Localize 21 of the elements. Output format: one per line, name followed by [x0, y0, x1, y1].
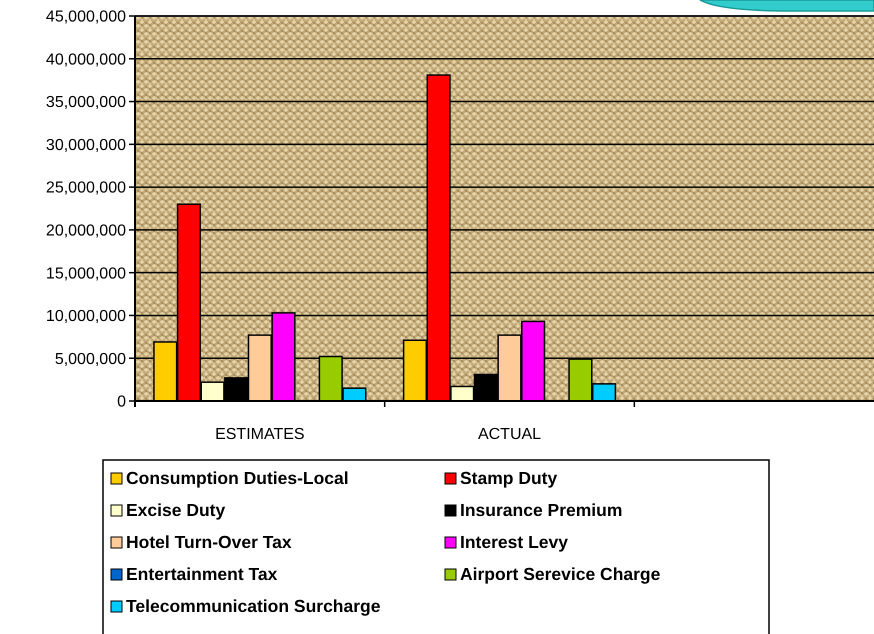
legend-label: Interest Levy	[460, 532, 568, 552]
y-tick-label: 30,000,000	[46, 136, 126, 154]
legend-label: Hotel Turn-Over Tax	[126, 532, 292, 552]
legend-label: Consumption Duties-Local	[126, 468, 349, 488]
x-tick-label: ESTIMATES	[215, 426, 305, 443]
y-tick-label: 20,000,000	[46, 222, 126, 240]
legend-label: Airport Serevice Charge	[460, 564, 661, 584]
legend-label: Entertainment Tax	[126, 564, 278, 584]
legend-label: Insurance Premium	[460, 500, 622, 520]
legend-label: Telecommunication Surcharge	[126, 596, 381, 616]
y-tick-label: 25,000,000	[46, 180, 126, 197]
y-tick-label: 0	[117, 394, 126, 411]
x-tick-label: ACTUAL	[478, 426, 542, 443]
y-tick-label: 10,000,000	[46, 308, 126, 326]
legend-label: Stamp Duty	[460, 468, 558, 488]
y-tick-label: 45,000,000	[46, 8, 126, 26]
y-tick-label: 35,000,000	[46, 94, 126, 112]
y-tick-label: 5,000,000	[54, 350, 126, 368]
y-tick-label: 15,000,000	[46, 265, 126, 282]
y-tick-label: 40,000,000	[46, 51, 126, 68]
legend-label: Excise Duty	[126, 500, 226, 520]
